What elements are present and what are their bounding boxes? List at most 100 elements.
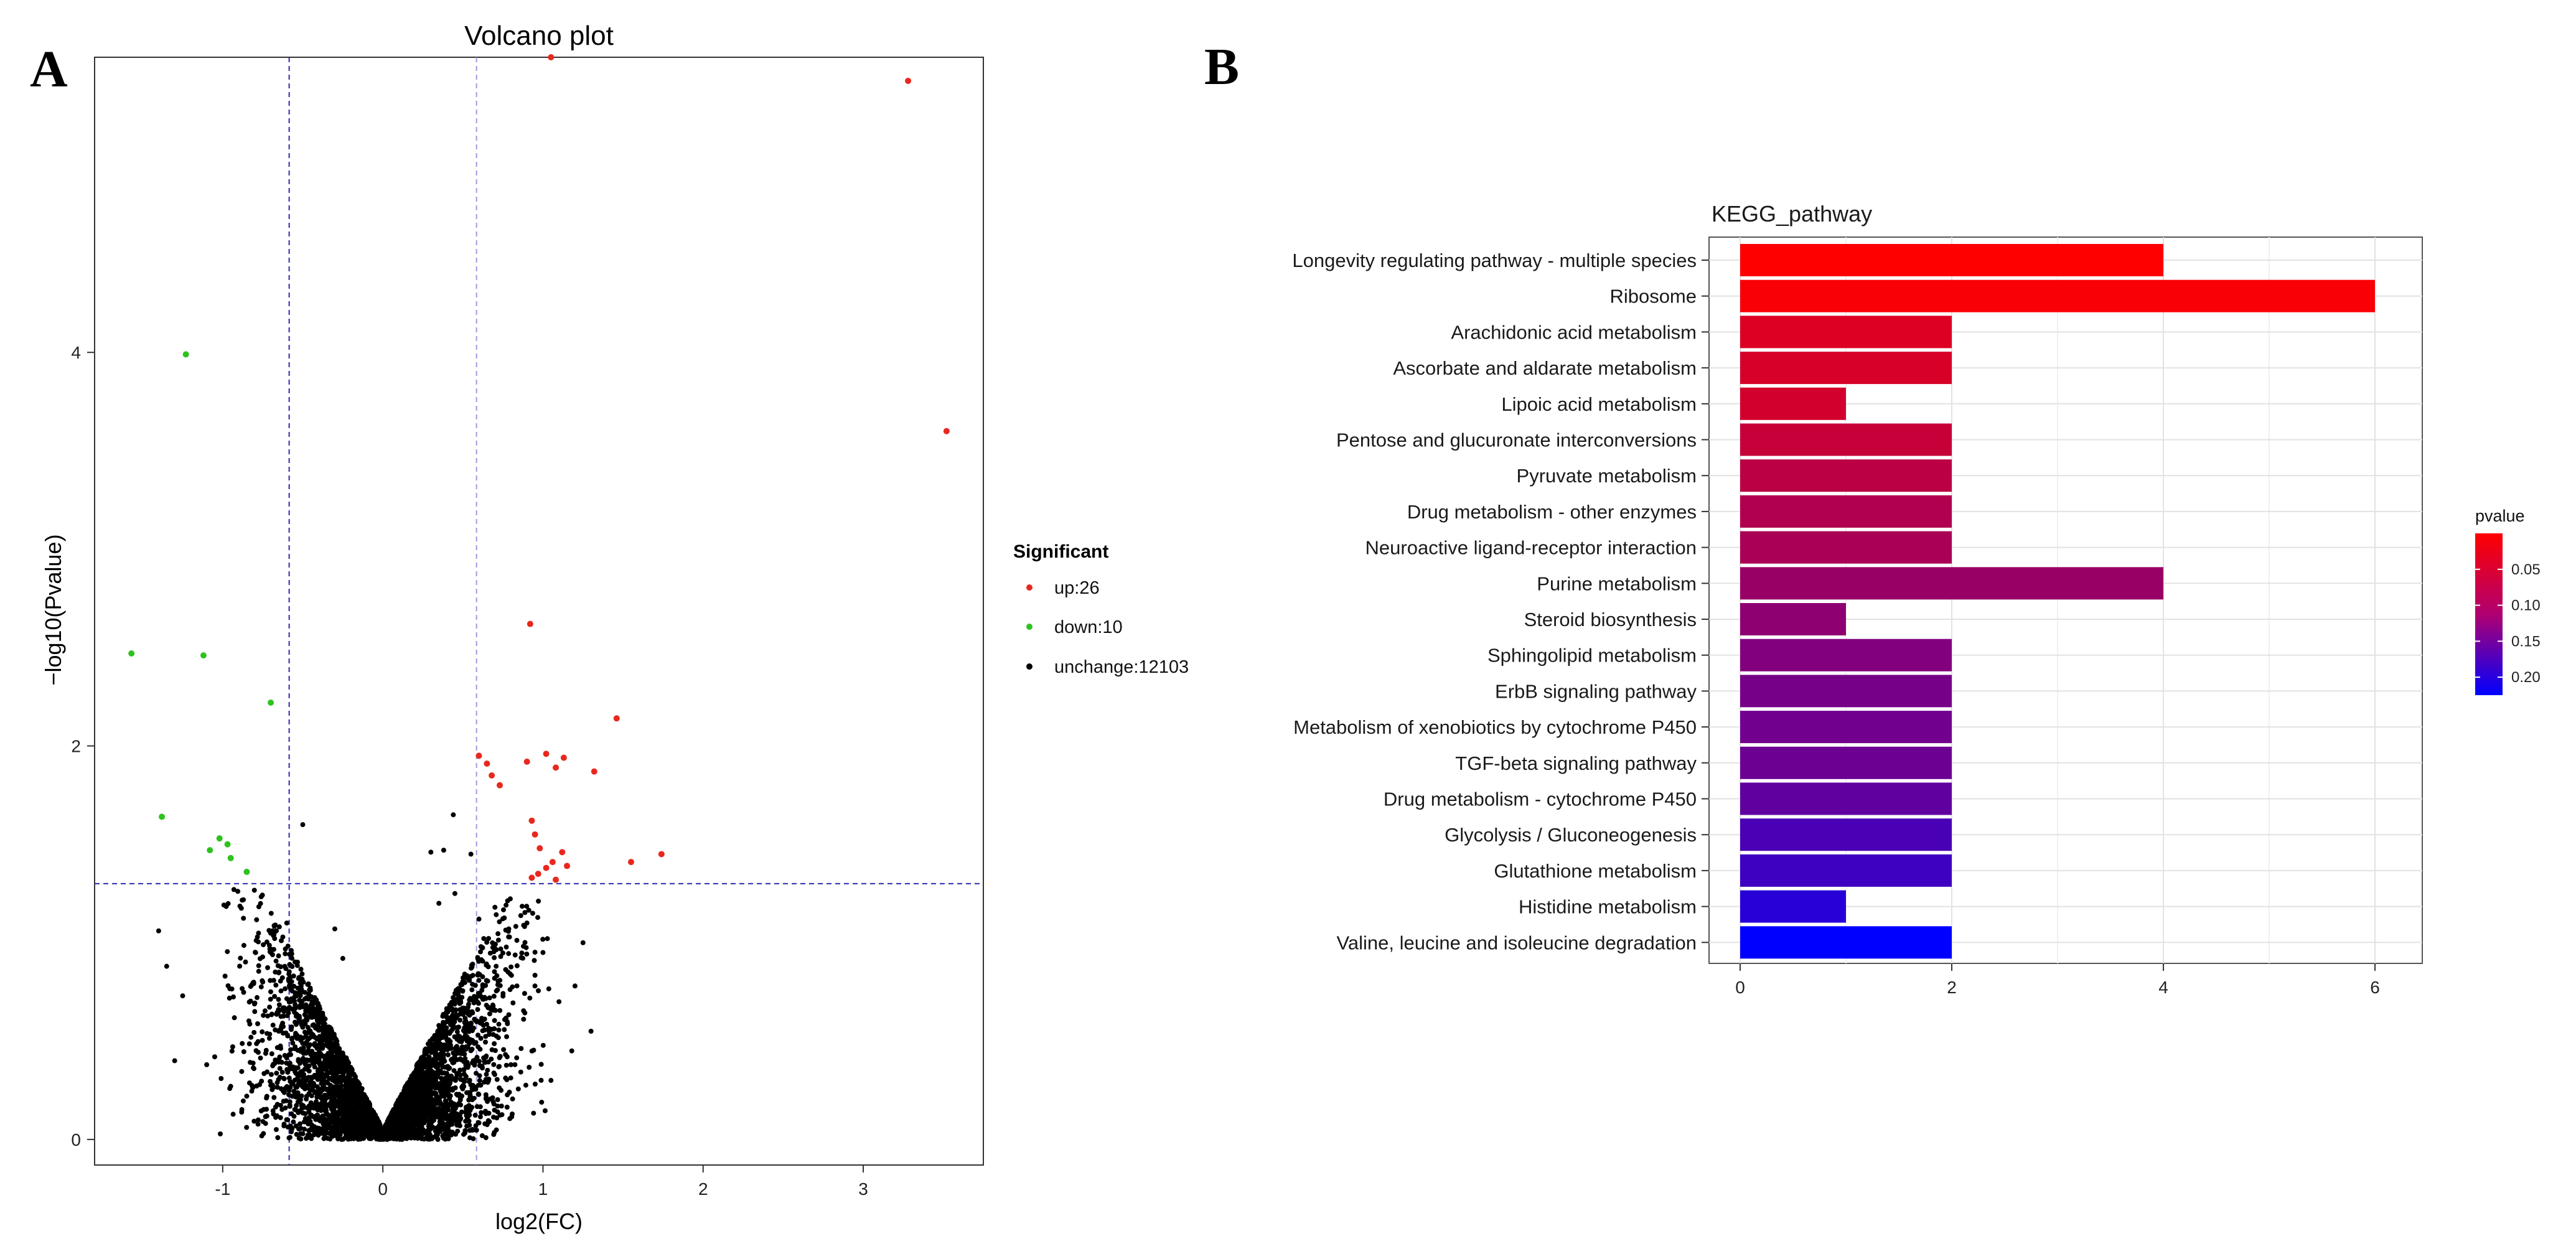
unchange-cloud-point: [474, 1104, 480, 1110]
unchange-cloud-point: [445, 1052, 451, 1057]
kegg-category-label: TGF-beta signaling pathway: [1455, 752, 1697, 774]
unchange-cloud-point: [293, 1044, 298, 1050]
unchange-cloud-point: [309, 1008, 314, 1013]
unchange-cloud-point: [416, 1127, 421, 1133]
unchange-cloud-point: [494, 988, 499, 994]
unchange-cloud-point: [475, 1001, 481, 1006]
unchange-cloud-point: [545, 936, 550, 942]
unchange-point: [508, 1062, 513, 1067]
unchange-cloud-point: [361, 1129, 367, 1135]
kegg-category-label: Purine metabolism: [1537, 573, 1697, 594]
unchange-cloud-point: [447, 1129, 452, 1135]
unchange-cloud-point: [484, 1122, 490, 1128]
volcano-axis-ticks: -1 0 1 2 3 0 2 4: [71, 343, 868, 1199]
unchange-cloud-point: [312, 1064, 317, 1070]
unchange-cloud-point: [466, 1090, 471, 1095]
unchange-cloud-point: [500, 993, 506, 999]
unchange-cloud-point: [462, 1029, 467, 1034]
unchange-cloud-point: [396, 1097, 401, 1103]
unchange-cloud-point: [309, 1093, 314, 1098]
unchange-cloud-point: [451, 1101, 456, 1107]
unchange-cloud-point: [428, 1064, 433, 1070]
unchange-cloud-point: [310, 1023, 316, 1028]
unchange-cloud-point: [345, 1083, 350, 1089]
unchange-cloud-point: [497, 1085, 502, 1091]
unchange-cloud-point: [505, 898, 510, 904]
unchange-cloud-point: [461, 1083, 466, 1088]
unchange-cloud-point: [496, 1021, 502, 1027]
unchange-cloud-point: [446, 1136, 451, 1141]
unchange-point: [556, 999, 562, 1004]
unchange-cloud-point: [451, 1059, 456, 1065]
unchange-cloud-point: [321, 1027, 326, 1032]
unchange-cloud-point: [428, 1044, 433, 1049]
unchange-cloud-point: [328, 1131, 334, 1136]
unchange-cloud-point: [255, 995, 260, 1000]
unchange-cloud-point: [230, 1044, 235, 1049]
unchange-cloud-point: [256, 968, 261, 974]
unchange-cloud-point: [514, 1055, 520, 1060]
kegg-category-label: Valine, leucine and isoleucine degradati…: [1336, 932, 1697, 953]
unchange-cloud-point: [362, 1116, 367, 1122]
unchange-cloud-point: [268, 1079, 273, 1084]
unchange-cloud-point: [443, 1080, 449, 1085]
unchange-cloud-point: [495, 1103, 500, 1109]
unchange-cloud-point: [484, 962, 489, 968]
unchange-cloud-point: [321, 1017, 327, 1023]
x-tick-label: 3: [858, 1179, 868, 1199]
unchange-cloud-point: [454, 1092, 459, 1097]
colorbar-gradient: [2475, 533, 2503, 695]
unchange-cloud-point: [417, 1069, 423, 1075]
unchange-cloud-point: [438, 1068, 443, 1074]
unchange-cloud-point: [225, 949, 230, 955]
unchange-cloud-point: [344, 1096, 349, 1102]
unchange-cloud-point: [466, 1011, 471, 1017]
up-point: [527, 620, 533, 627]
unchange-cloud-point: [421, 1074, 427, 1079]
kegg-bar: [1740, 639, 1952, 672]
unchange-cloud-point: [391, 1133, 396, 1139]
unchange-cloud-point: [443, 1103, 447, 1109]
unchange-cloud-point: [513, 924, 518, 929]
unchange-cloud-point: [317, 1006, 323, 1012]
unchange-point: [580, 940, 586, 945]
kegg-bar-chart: KEGG_pathway Longevity regulating pathwa…: [1292, 201, 2540, 997]
unchange-cloud-point: [510, 1000, 516, 1006]
unchange-cloud-point: [510, 1112, 515, 1116]
unchange-cloud-point: [503, 1075, 508, 1081]
unchange-cloud-point: [414, 1096, 419, 1102]
unchange-cloud-point: [352, 1076, 358, 1082]
unchange-cloud-point: [348, 1097, 354, 1103]
unchange-cloud-point: [428, 1107, 433, 1112]
unchange-cloud-point: [255, 934, 260, 940]
unchange-cloud-point: [289, 964, 295, 969]
kegg-category-label: Pentose and glucuronate interconversions: [1336, 429, 1697, 451]
unchange-cloud-point: [269, 1012, 274, 1018]
unchange-cloud-point: [301, 1055, 306, 1061]
unchange-cloud-point: [521, 943, 526, 949]
unchange-cloud-point: [389, 1126, 395, 1131]
unchange-cloud-point: [328, 1039, 334, 1045]
unchange-cloud-point: [430, 1058, 436, 1064]
colorbar-tick-label: 0.15: [2511, 633, 2541, 650]
unchange-cloud-point: [438, 1075, 444, 1081]
unchange-cloud-point: [462, 971, 467, 977]
unchange-cloud-point: [441, 1108, 446, 1113]
unchange-cloud-point: [259, 1133, 265, 1139]
up-point: [475, 752, 482, 759]
down-point: [224, 841, 231, 848]
unchange-cloud-point: [467, 997, 472, 1003]
unchange-cloud-point: [365, 1112, 371, 1117]
unchange-cloud-point: [324, 1102, 330, 1108]
unchange-cloud-point: [261, 1013, 266, 1018]
unchange-cloud-point: [494, 963, 499, 969]
unchange-cloud-point: [434, 1126, 439, 1132]
unchange-cloud-point: [444, 1047, 450, 1052]
unchange-cloud-point: [506, 1012, 512, 1018]
unchange-cloud-point: [222, 973, 228, 979]
unchange-cloud-point: [458, 1102, 464, 1108]
unchange-cloud-point: [476, 1059, 482, 1064]
unchange-cloud-point: [501, 1047, 507, 1052]
unchange-cloud-point: [374, 1130, 380, 1135]
unchange-cloud-point: [485, 1067, 490, 1073]
